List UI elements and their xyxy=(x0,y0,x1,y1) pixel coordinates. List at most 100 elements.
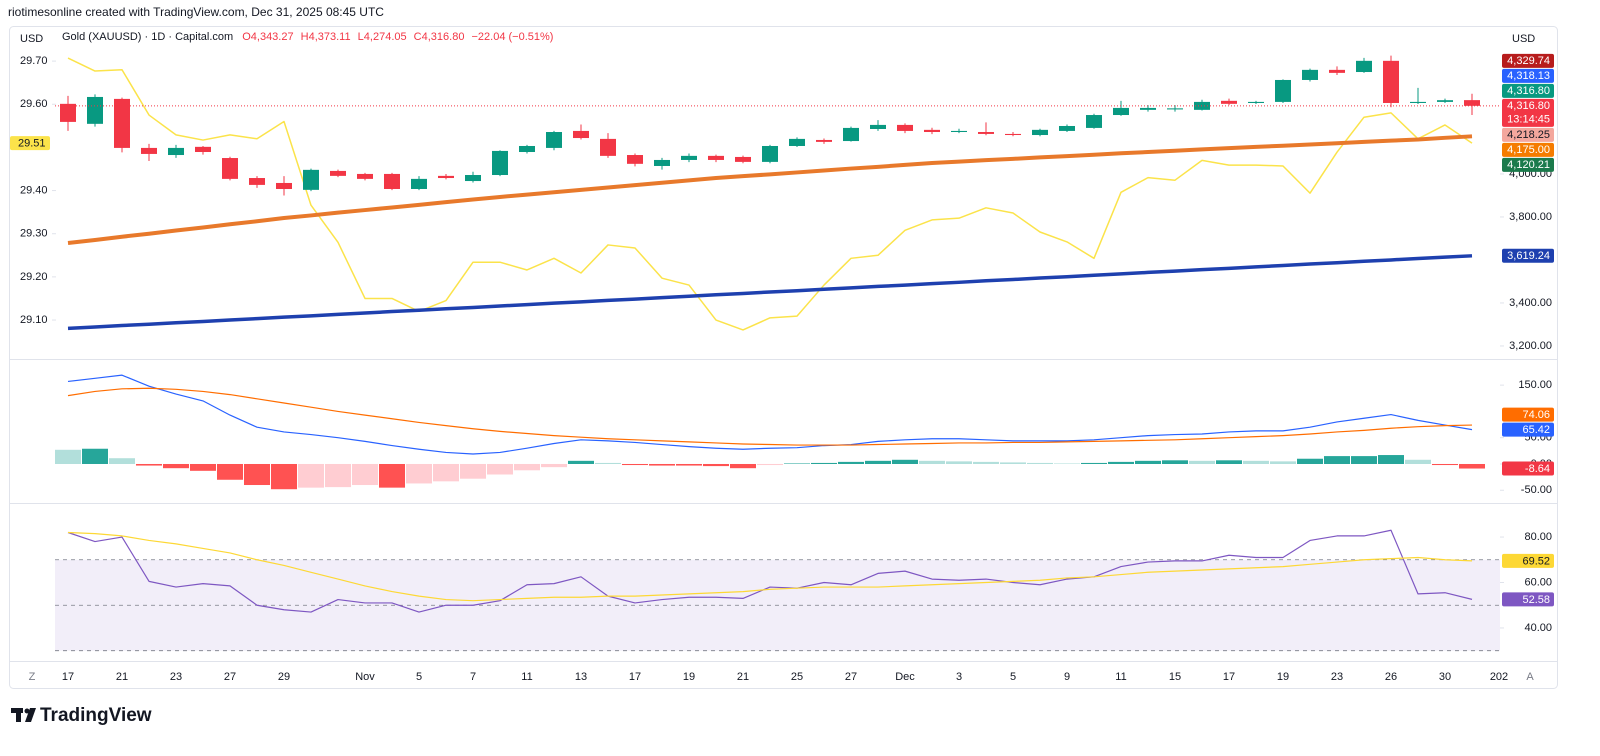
histogram-bar xyxy=(1054,463,1080,464)
candle-body xyxy=(1329,69,1345,73)
histogram-bar xyxy=(244,463,270,486)
ohlc: C4,316.80 xyxy=(414,31,465,43)
histogram-bar xyxy=(325,463,351,488)
x-tick-label: 25 xyxy=(791,671,803,683)
line xyxy=(67,387,1473,446)
price-badge-label: 52.58 xyxy=(1522,594,1550,606)
x-tick-label: 7 xyxy=(470,671,476,683)
candle-body xyxy=(843,127,859,142)
histogram-bar xyxy=(163,463,189,469)
legend: Gold (XAUUSD) · 1D · Capital.com O4,343.… xyxy=(62,31,553,43)
x-tick-label: Dec xyxy=(895,671,915,683)
candle-body xyxy=(1113,107,1129,116)
x-tick-label: 3 xyxy=(956,671,962,683)
candle-body xyxy=(1221,100,1237,104)
candle-body xyxy=(708,155,724,160)
histogram-bar xyxy=(568,460,594,464)
candle-body xyxy=(627,155,643,164)
line xyxy=(67,57,1473,331)
price-badge-label: 69.52 xyxy=(1522,555,1550,567)
chart-frame xyxy=(9,26,1558,689)
price-badge-label: 65.42 xyxy=(1522,424,1550,436)
price-badge xyxy=(1502,142,1554,157)
x-tick-label: 13 xyxy=(575,671,587,683)
x-tick-label: 11 xyxy=(521,671,532,683)
histogram-bar xyxy=(1432,463,1458,466)
candle-body xyxy=(1275,79,1291,102)
histogram-bar xyxy=(352,463,378,486)
histogram-bar xyxy=(1324,456,1350,464)
candle-body xyxy=(141,147,157,154)
candle-body xyxy=(735,156,751,162)
histogram-bar xyxy=(1000,462,1026,464)
candle-body xyxy=(1248,101,1264,103)
line xyxy=(67,254,1473,331)
x-tick-label: 15 xyxy=(1169,671,1181,683)
tick-label: 3,400.00 xyxy=(1509,297,1552,309)
candle-body xyxy=(195,146,211,153)
x-tick-label: 11 xyxy=(1115,671,1126,683)
histogram-bar xyxy=(541,463,567,468)
x-tick-label: 27 xyxy=(224,671,236,683)
tick-label: 29.30 xyxy=(20,228,48,240)
histogram-bar xyxy=(298,463,324,488)
candle-body xyxy=(1059,125,1075,131)
histogram-bar xyxy=(487,463,513,475)
price-badge-label: 3,619.24 xyxy=(1507,250,1550,262)
x-tick-label: 27 xyxy=(845,671,857,683)
histogram-bar xyxy=(1351,456,1377,464)
tick-label: 29.10 xyxy=(20,314,48,326)
histogram-bar xyxy=(757,463,783,466)
x-tick-label: 17 xyxy=(1223,671,1235,683)
price-badge xyxy=(1502,83,1554,98)
candle-body xyxy=(816,139,832,142)
histogram-bar xyxy=(1405,459,1431,464)
price-badge xyxy=(1502,422,1554,437)
line xyxy=(67,531,1473,602)
x-tick-label: 21 xyxy=(737,671,749,683)
histogram-bar xyxy=(703,463,729,467)
histogram-bar xyxy=(676,463,702,466)
histogram-bar xyxy=(1108,461,1134,464)
histogram-bar xyxy=(217,463,243,480)
candle-body xyxy=(1356,60,1372,73)
histogram-bar xyxy=(271,463,297,490)
candle-body xyxy=(492,150,508,176)
axis-button[interactable]: A xyxy=(1526,671,1534,683)
histogram-bar xyxy=(406,463,432,484)
histogram-bar xyxy=(784,463,810,464)
candle-body xyxy=(303,169,319,190)
x-tick-label: 26 xyxy=(1385,671,1397,683)
candle-body xyxy=(951,130,967,133)
price-badge xyxy=(1502,127,1554,142)
candle-body xyxy=(600,138,616,156)
histogram-bar xyxy=(730,463,756,469)
x-tick-label: 202 xyxy=(1490,671,1508,683)
candle-body xyxy=(330,170,346,176)
histogram-bar xyxy=(1189,460,1215,464)
candle-body xyxy=(465,175,481,182)
axis-button[interactable]: Z xyxy=(29,671,36,683)
candle-body xyxy=(168,147,184,156)
histogram-bar xyxy=(892,459,918,464)
histogram-bar xyxy=(1378,455,1404,464)
histogram-bar xyxy=(1459,463,1485,469)
x-tick-label: 17 xyxy=(62,671,74,683)
candle-body xyxy=(573,130,589,139)
currency: USD xyxy=(20,33,43,45)
histogram-bar xyxy=(1081,462,1107,464)
histogram-bar xyxy=(811,462,837,464)
candle-body xyxy=(681,155,697,160)
candle-body xyxy=(519,145,535,153)
tick-label: 29.20 xyxy=(20,271,48,283)
histogram-bar xyxy=(622,463,648,466)
line xyxy=(67,529,1473,613)
histogram-bar xyxy=(82,448,108,464)
logo-mark xyxy=(11,708,36,722)
histogram-bar xyxy=(136,463,162,466)
x-tick-label: 30 xyxy=(1439,671,1451,683)
candle-body xyxy=(870,124,886,129)
candle-body xyxy=(924,129,940,133)
candle-body xyxy=(60,103,76,122)
